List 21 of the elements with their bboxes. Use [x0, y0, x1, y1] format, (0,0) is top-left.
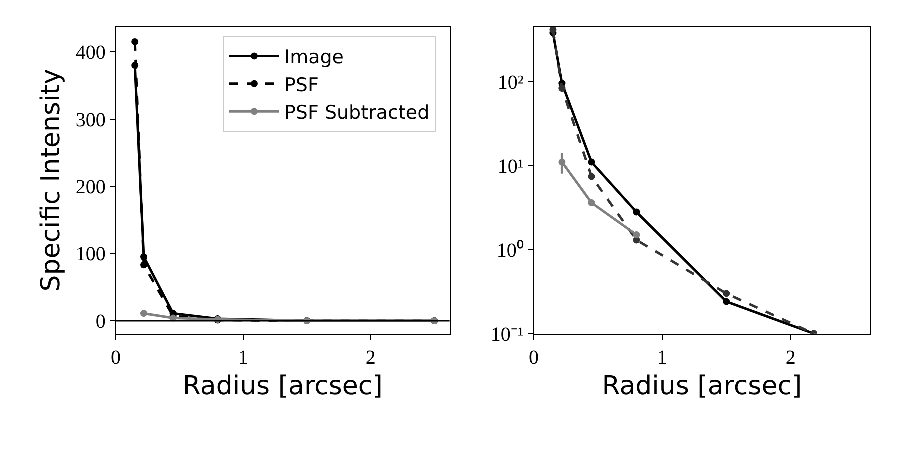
y-tick-label: 10⁰: [496, 238, 524, 262]
y-tick-label: 10¹: [498, 156, 524, 178]
y-axis-title: Specific Intensity: [36, 69, 66, 292]
x-axis-title: Radius [arcsec]: [182, 372, 383, 402]
x-tick-label: 2: [786, 346, 796, 369]
y-tick-label: 10²: [498, 72, 524, 94]
x-tick-label: 1: [657, 346, 668, 369]
y-tick-label: 200: [76, 176, 106, 199]
y-tick-label: 100: [76, 244, 106, 266]
x-tick-label: 1: [238, 346, 248, 369]
y-tick-label: 400: [76, 42, 106, 64]
y-tick-label: 10⁻¹: [490, 324, 524, 346]
legend-label: Image: [284, 46, 344, 69]
legend-label: PSF: [284, 74, 319, 96]
x-tick-label: 2: [366, 346, 376, 369]
legend-label: PSF Subtracted: [284, 102, 430, 124]
y-tick-label: 300: [76, 109, 106, 132]
y-tick-label: 0: [96, 310, 106, 333]
x-tick-label: 0: [528, 346, 539, 369]
x-tick-label: 0: [110, 346, 121, 369]
x-axis-title: Radius [arcsec]: [602, 372, 802, 402]
